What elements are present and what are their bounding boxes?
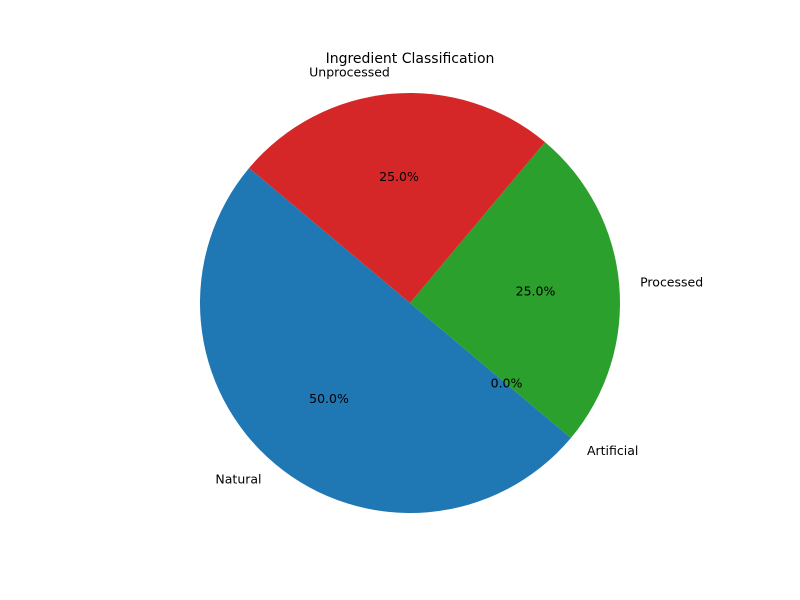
pct-label-artificial: 0.0% <box>491 375 523 390</box>
chart-title: Ingredient Classification <box>326 51 495 67</box>
pie-labels: Natural 50.0% Artificial 0.0% Processed 25.0%… <box>215 64 703 486</box>
pct-label-processed: 25.0% <box>516 284 556 299</box>
pie-slice-processed <box>410 142 621 438</box>
pie-slices <box>200 92 621 514</box>
pie-slice-natural <box>200 168 571 514</box>
slice-label-processed: Processed <box>640 274 703 289</box>
pie-slice-unprocessed <box>249 92 545 303</box>
slice-label-unprocessed: Unprocessed <box>309 64 390 79</box>
slice-label-artificial: Artificial <box>587 443 638 458</box>
slice-label-natural: Natural <box>215 471 261 486</box>
pct-label-natural: 50.0% <box>309 391 349 406</box>
pct-label-unprocessed: 25.0% <box>379 169 419 184</box>
